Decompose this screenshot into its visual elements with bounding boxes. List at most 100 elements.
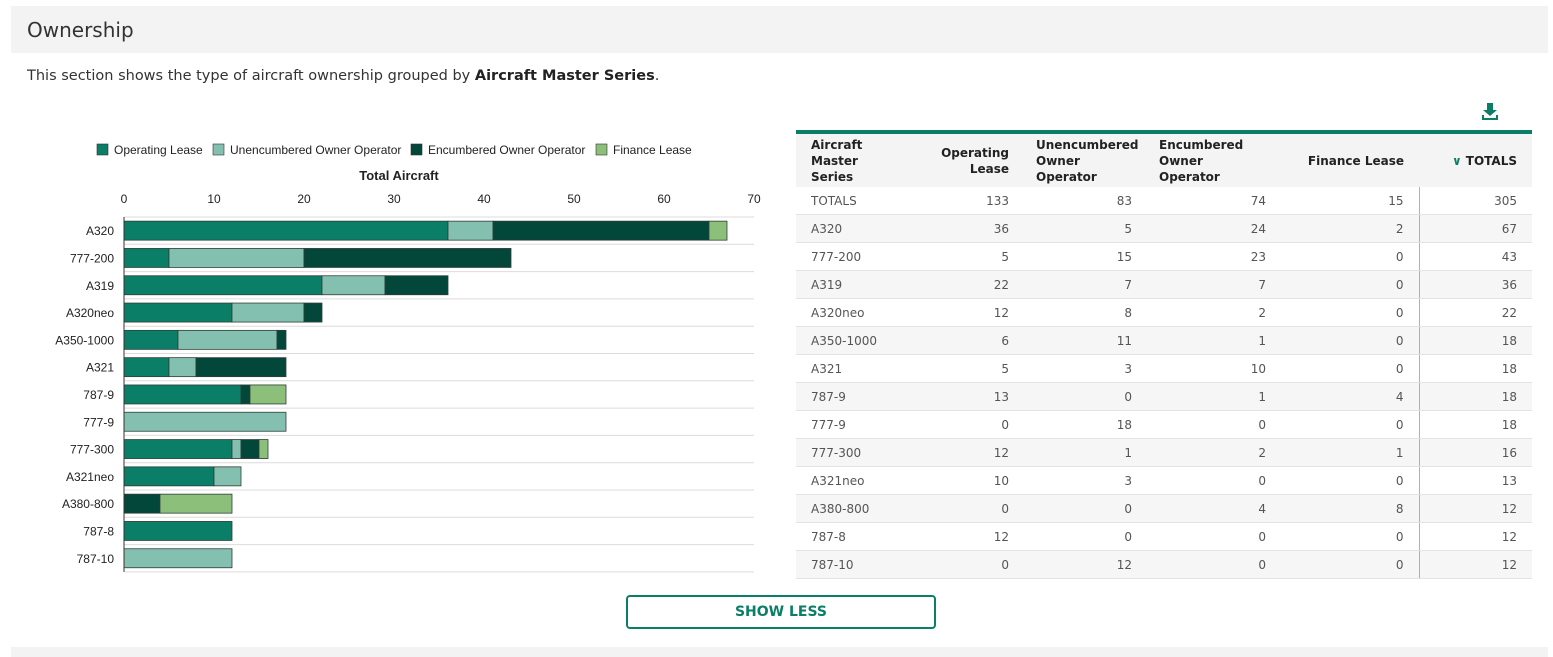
table-row: A320neo 12 8 2 0 22 — [796, 298, 1532, 327]
bar-segment — [177, 329, 278, 350]
table-cell-series: 777-200 — [796, 242, 918, 271]
table-cell: 12 — [1418, 494, 1532, 523]
bar-segment — [159, 493, 233, 514]
table-cell: 133 — [918, 187, 1024, 215]
legend-label: Finance Lease — [613, 143, 692, 157]
table-cell: 13 — [1418, 466, 1532, 495]
bar-segment — [123, 220, 449, 241]
table-cell: 0 — [1147, 550, 1281, 579]
table-cell-series: 787-9 — [796, 382, 918, 411]
stacked-bar-chart: Operating Lease Unencumbered Owner Operat… — [55, 143, 761, 573]
bar-segment — [384, 275, 449, 296]
table-cell: 0 — [1024, 522, 1147, 551]
table-cell: 10 — [918, 466, 1024, 495]
header-unencumbered[interactable]: Unencumbered Owner Operator — [1024, 134, 1147, 187]
table-cell: 22 — [1418, 298, 1532, 327]
table-cell: 6 — [918, 326, 1024, 355]
bar-segment — [123, 548, 233, 569]
table-cell: 13 — [918, 382, 1024, 411]
y-tick-label: 787-10 — [77, 552, 115, 566]
table-cell: 18 — [1418, 410, 1532, 439]
header-encumbered[interactable]: Encumbered Owner Operator — [1147, 134, 1281, 187]
table-cell: 0 — [1024, 494, 1147, 523]
ownership-table: Aircraft Master Series Operating Lease U… — [796, 134, 1532, 579]
table-cell: 83 — [1024, 187, 1147, 215]
table-cell: 16 — [1418, 438, 1532, 467]
table-row: 787-9 13 0 1 4 18 — [796, 382, 1532, 411]
legend-swatch — [212, 143, 225, 156]
x-tick-label: 30 — [387, 192, 401, 206]
description-text: This section shows the type of aircraft … — [27, 68, 475, 84]
header-aircraft-master-series[interactable]: Aircraft Master Series — [796, 134, 918, 187]
y-tick-label: 787-8 — [83, 524, 114, 538]
bar-segment — [123, 493, 161, 514]
table-cell: 0 — [1281, 270, 1419, 299]
bar-segment — [123, 521, 233, 541]
table-row: 787-10 0 12 0 0 12 — [796, 550, 1532, 579]
bar-segment — [303, 302, 323, 323]
y-tick-label: A319 — [86, 279, 114, 293]
table-cell: 5 — [918, 242, 1024, 271]
table-cell: 22 — [918, 270, 1024, 299]
ownership-table-container: Aircraft Master Series Operating Lease U… — [796, 130, 1532, 579]
bar-segment — [249, 384, 287, 405]
table-cell-series: A320neo — [796, 298, 918, 327]
table-cell-series: A321 — [796, 354, 918, 383]
chevron-down-icon: ∨ — [1452, 153, 1462, 168]
x-tick-label: 10 — [207, 192, 221, 206]
table-cell: 1 — [1147, 382, 1281, 411]
header-operating-lease[interactable]: Operating Lease — [918, 134, 1024, 187]
table-cell: 0 — [1281, 410, 1419, 439]
bar-segment — [708, 220, 728, 241]
legend-label: Operating Lease — [114, 143, 203, 157]
bar-segment — [123, 357, 170, 378]
table-cell: 18 — [1418, 326, 1532, 355]
bar-segment — [240, 384, 251, 405]
table-cell-series: 787-10 — [796, 550, 918, 579]
download-icon — [1482, 103, 1498, 120]
table-cell-series: A350-1000 — [796, 326, 918, 355]
table-cell: 2 — [1147, 438, 1281, 467]
bar-segment — [447, 220, 494, 241]
table-row: A380-800 0 0 4 8 12 — [796, 494, 1532, 523]
table-cell: 3 — [1024, 354, 1147, 383]
table-cell: 23 — [1147, 242, 1281, 271]
bar-segment — [213, 466, 242, 487]
bar-segment — [123, 411, 287, 432]
y-tick-label: 777-300 — [70, 443, 114, 457]
table-row: 787-8 12 0 0 0 12 — [796, 522, 1532, 551]
table-cell: 0 — [1281, 242, 1419, 271]
section-title: Ownership — [27, 18, 134, 42]
bar-segment — [303, 248, 512, 268]
table-cell: 10 — [1147, 354, 1281, 383]
legend-swatch — [96, 143, 109, 156]
table-cell: 1 — [1147, 326, 1281, 355]
legend-label: Encumbered Owner Operator — [428, 143, 585, 157]
bar-segment — [123, 329, 179, 350]
table-cell-series: A319 — [796, 270, 918, 299]
bar-segment — [123, 384, 242, 405]
download-button[interactable] — [1480, 101, 1500, 121]
table-cell: 4 — [1147, 494, 1281, 523]
description-bold: Aircraft Master Series — [474, 68, 655, 84]
y-tick-label: A320neo — [66, 306, 114, 320]
table-cell: 0 — [1281, 466, 1419, 495]
table-cell: 18 — [1418, 382, 1532, 411]
table-cell: 0 — [1024, 382, 1147, 411]
bar-segment — [123, 275, 323, 296]
table-cell: 3 — [1024, 466, 1147, 495]
y-tick-label: A380-800 — [62, 497, 114, 511]
bar-segment — [258, 439, 269, 459]
table-cell-series: A320 — [796, 214, 918, 243]
table-cell: 0 — [1281, 298, 1419, 327]
table-row: A321 5 3 10 0 18 — [796, 354, 1532, 383]
table-cell-series: A321neo — [796, 466, 918, 495]
table-cell: 43 — [1418, 242, 1532, 271]
table-cell-series: 777-300 — [796, 438, 918, 467]
header-totals[interactable]: ∨ TOTALS — [1419, 134, 1532, 187]
show-less-button[interactable]: SHOW LESS — [626, 595, 936, 629]
table-cell: 0 — [918, 494, 1024, 523]
header-finance-lease[interactable]: Finance Lease — [1281, 134, 1419, 187]
table-row: A319 22 7 7 0 36 — [796, 270, 1532, 299]
y-tick-label: A321 — [86, 361, 114, 375]
